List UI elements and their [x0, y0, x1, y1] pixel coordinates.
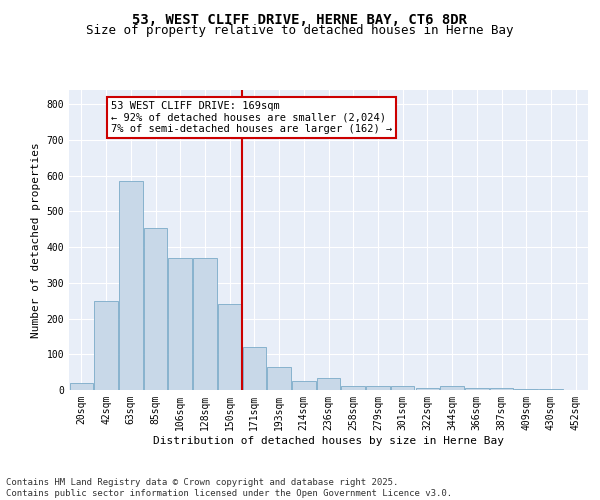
Text: Size of property relative to detached houses in Herne Bay: Size of property relative to detached ho…	[86, 24, 514, 37]
Bar	[193, 258, 217, 390]
Text: 53 WEST CLIFF DRIVE: 169sqm
← 92% of detached houses are smaller (2,024)
7% of s: 53 WEST CLIFF DRIVE: 169sqm ← 92% of det…	[111, 100, 392, 134]
Bar	[218, 304, 241, 390]
Bar	[242, 347, 266, 390]
Bar	[144, 228, 167, 390]
Bar	[119, 181, 143, 390]
Bar	[490, 388, 513, 390]
Bar	[94, 302, 118, 390]
Bar	[514, 389, 538, 390]
Text: 53, WEST CLIFF DRIVE, HERNE BAY, CT6 8DR: 53, WEST CLIFF DRIVE, HERNE BAY, CT6 8DR	[133, 12, 467, 26]
Bar	[366, 386, 389, 390]
Bar	[416, 388, 439, 390]
Text: Contains HM Land Registry data © Crown copyright and database right 2025.
Contai: Contains HM Land Registry data © Crown c…	[6, 478, 452, 498]
X-axis label: Distribution of detached houses by size in Herne Bay: Distribution of detached houses by size …	[153, 436, 504, 446]
Bar	[391, 386, 415, 390]
Bar	[70, 383, 93, 390]
Bar	[169, 258, 192, 390]
Bar	[292, 381, 316, 390]
Bar	[317, 378, 340, 390]
Bar	[341, 386, 365, 390]
Bar	[465, 388, 488, 390]
Bar	[440, 386, 464, 390]
Bar	[268, 367, 291, 390]
Y-axis label: Number of detached properties: Number of detached properties	[31, 142, 41, 338]
